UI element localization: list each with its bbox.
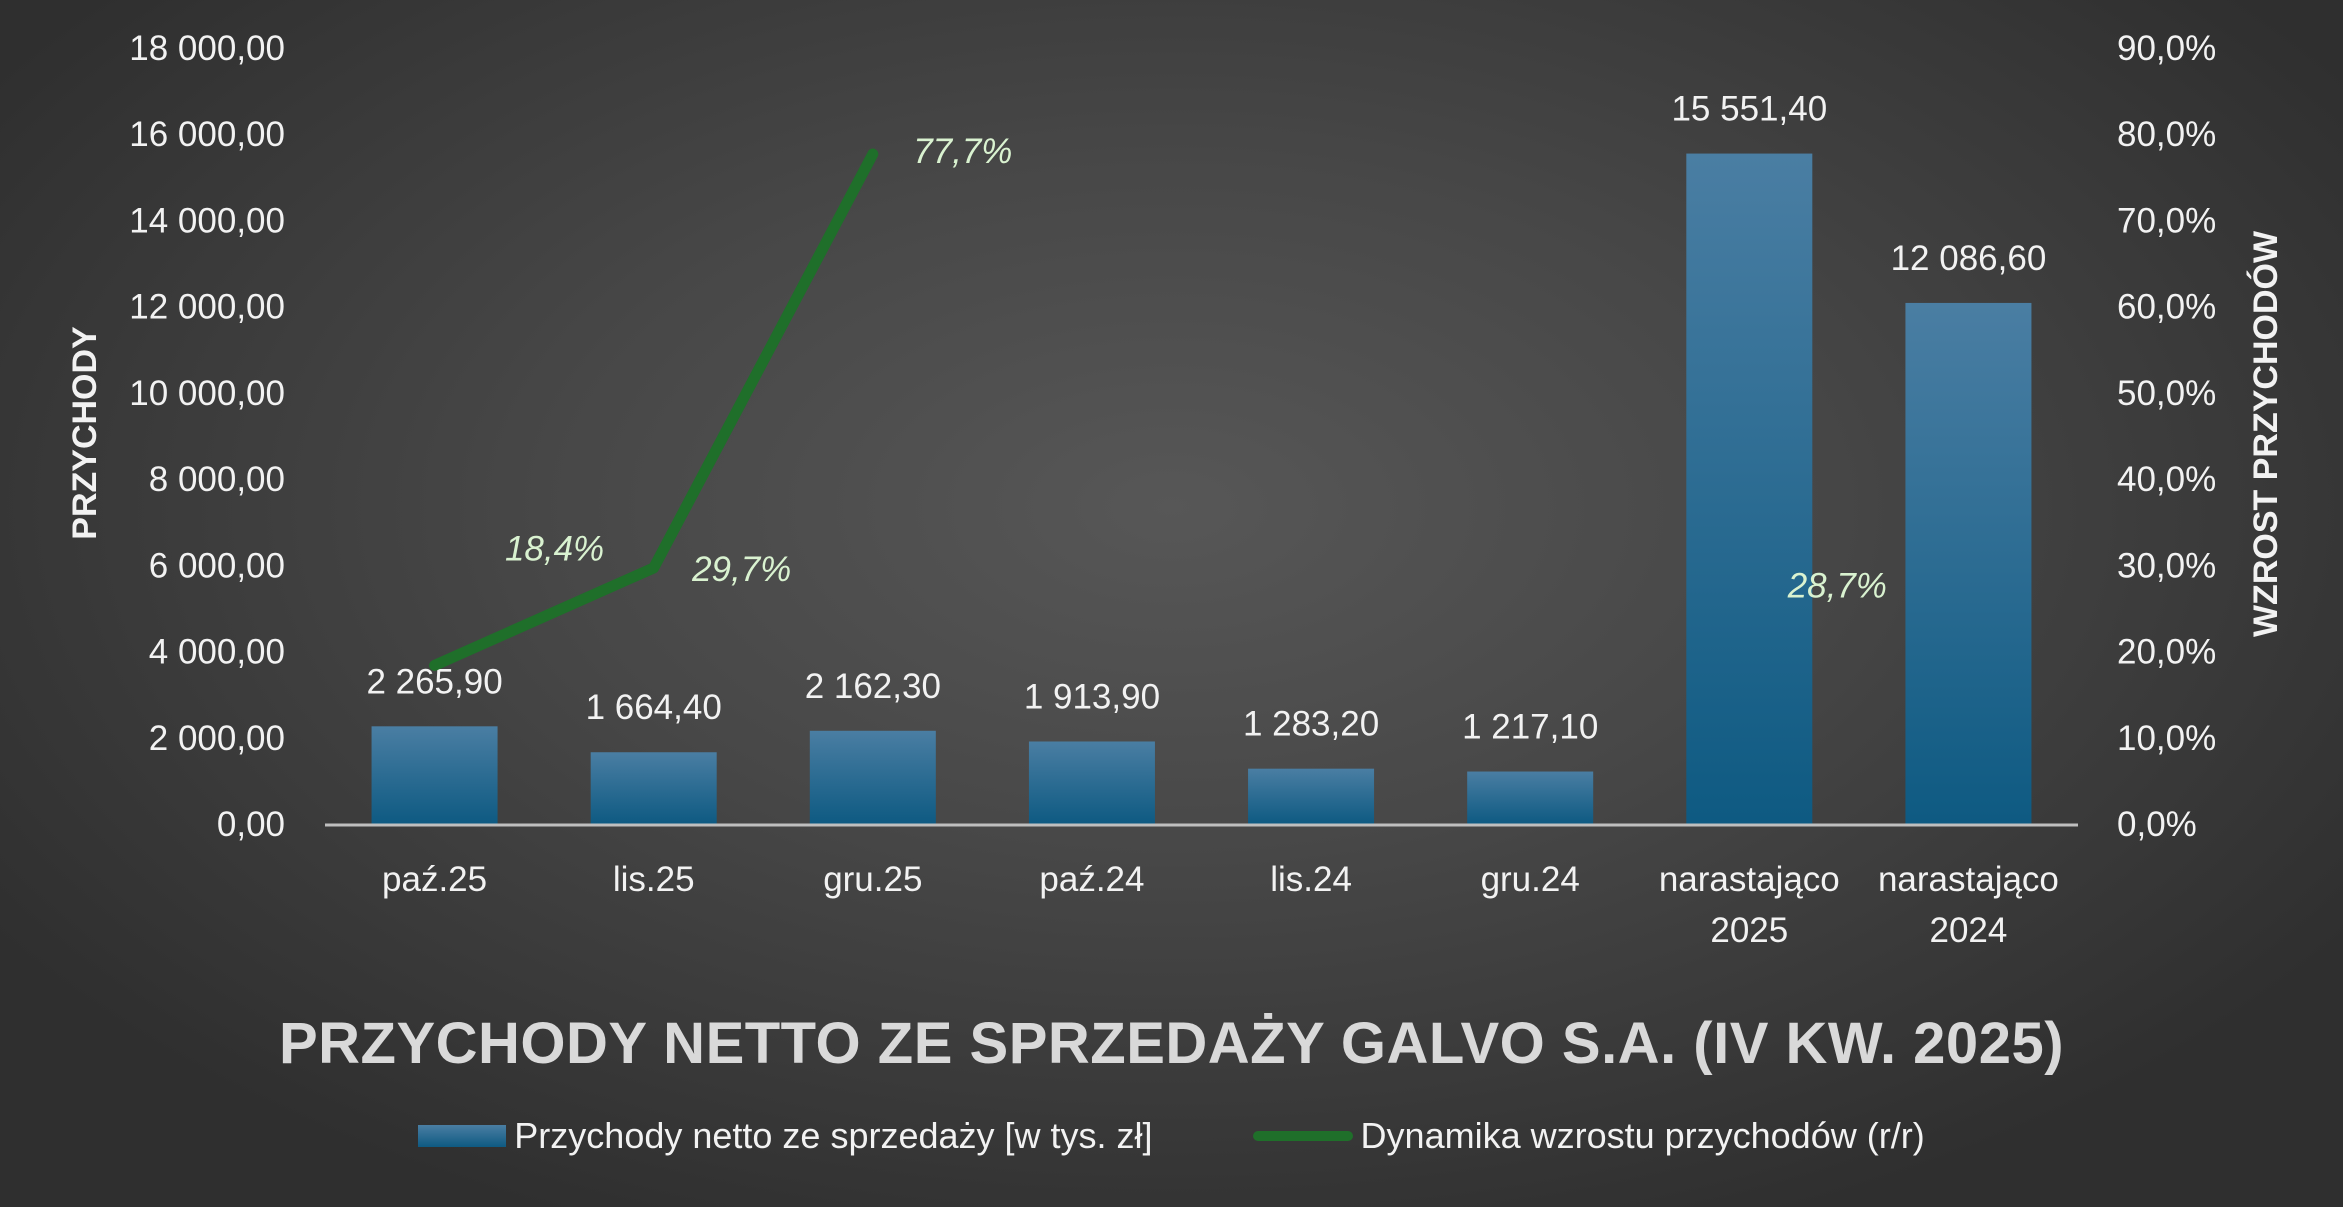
line-data-label: 29,7%: [691, 550, 791, 589]
y2-tick-label: 10,0%: [2117, 719, 2216, 758]
y2-tick-label: 60,0%: [2117, 288, 2216, 327]
data-label: 2 162,30: [805, 667, 941, 706]
growth-line: [429, 148, 879, 671]
legend-label-growth: Dynamika wzrostu przychodów (r/r): [1360, 1115, 1925, 1156]
y2-tick-label: 50,0%: [2117, 374, 2216, 413]
legend-item-growth: Dynamika wzrostu przychodów (r/r): [1252, 1115, 1925, 1157]
y2-tick-label: 70,0%: [2117, 201, 2216, 240]
y-tick-label: 16 000,00: [129, 115, 285, 154]
y2-tick-label: 40,0%: [2117, 460, 2216, 499]
x-tick-label: 2025: [1710, 911, 1788, 950]
legend-item-revenue: Przychody netto ze sprzedaży [w tys. zł]: [418, 1115, 1153, 1157]
x-tick-label: gru.25: [823, 860, 922, 899]
legend-label-revenue: Przychody netto ze sprzedaży [w tys. zł]: [514, 1115, 1153, 1156]
y-tick-label: 4 000,00: [149, 633, 285, 672]
data-label: 15 551,40: [1671, 90, 1827, 129]
x-tick-label: gru.24: [1481, 860, 1580, 899]
y2-tick-label: 20,0%: [2117, 633, 2216, 672]
bar: [1905, 302, 2032, 825]
y-tick-label: 14 000,00: [129, 201, 285, 240]
bar: [1248, 768, 1375, 824]
y2-tick-label: 30,0%: [2117, 546, 2216, 585]
data-label: 1 217,10: [1462, 708, 1598, 747]
legend-swatch-line: [1252, 1131, 1353, 1141]
bar: [590, 752, 717, 824]
y-tick-label: 18 000,00: [129, 29, 285, 68]
y2-axis-title: WZROST PRZYCHODÓW: [2247, 230, 2285, 637]
x-tick-label: narastająco: [1878, 860, 2059, 899]
y-tick-label: 2 000,00: [149, 719, 285, 758]
bar: [1686, 153, 1813, 824]
bar: [371, 726, 498, 824]
legend-swatch-bar: [418, 1125, 507, 1147]
data-label: 1 913,90: [1024, 677, 1160, 716]
y-tick-label: 0,00: [217, 805, 285, 844]
data-label: 1 664,40: [586, 688, 722, 727]
y2-tick-label: 90,0%: [2117, 29, 2216, 68]
growth-label-cumulative: 28,7%: [1787, 567, 1887, 606]
y2-tick-label: 80,0%: [2117, 115, 2216, 154]
y2-tick-label: 0,0%: [2117, 805, 2197, 844]
y-tick-label: 12 000,00: [129, 288, 285, 327]
bar: [809, 730, 936, 824]
x-tick-label: paź.24: [1039, 860, 1144, 899]
x-tick-label: paź.25: [382, 860, 487, 899]
x-tick-label: lis.24: [1270, 860, 1352, 899]
legend: Przychody netto ze sprzedaży [w tys. zł]…: [0, 1115, 2343, 1157]
y-tick-label: 6 000,00: [149, 546, 285, 585]
bar: [1028, 741, 1155, 824]
data-label: 12 086,60: [1891, 239, 2047, 278]
x-tick-label: 2024: [1930, 911, 2008, 950]
x-tick-label: narastająco: [1659, 860, 1840, 899]
data-label: 1 283,20: [1243, 705, 1379, 744]
y-tick-label: 8 000,00: [149, 460, 285, 499]
x-tick-label: lis.25: [613, 860, 695, 899]
line-data-label: 18,4%: [505, 529, 604, 568]
chart-title: PRZYCHODY NETTO ZE SPRZEDAŻY GALVO S.A. …: [278, 1011, 2065, 1076]
line-data-label: 77,7%: [913, 132, 1012, 171]
bar: [1467, 771, 1594, 824]
y-axis-title: PRZYCHODY: [66, 326, 104, 540]
y-tick-label: 10 000,00: [129, 374, 285, 413]
